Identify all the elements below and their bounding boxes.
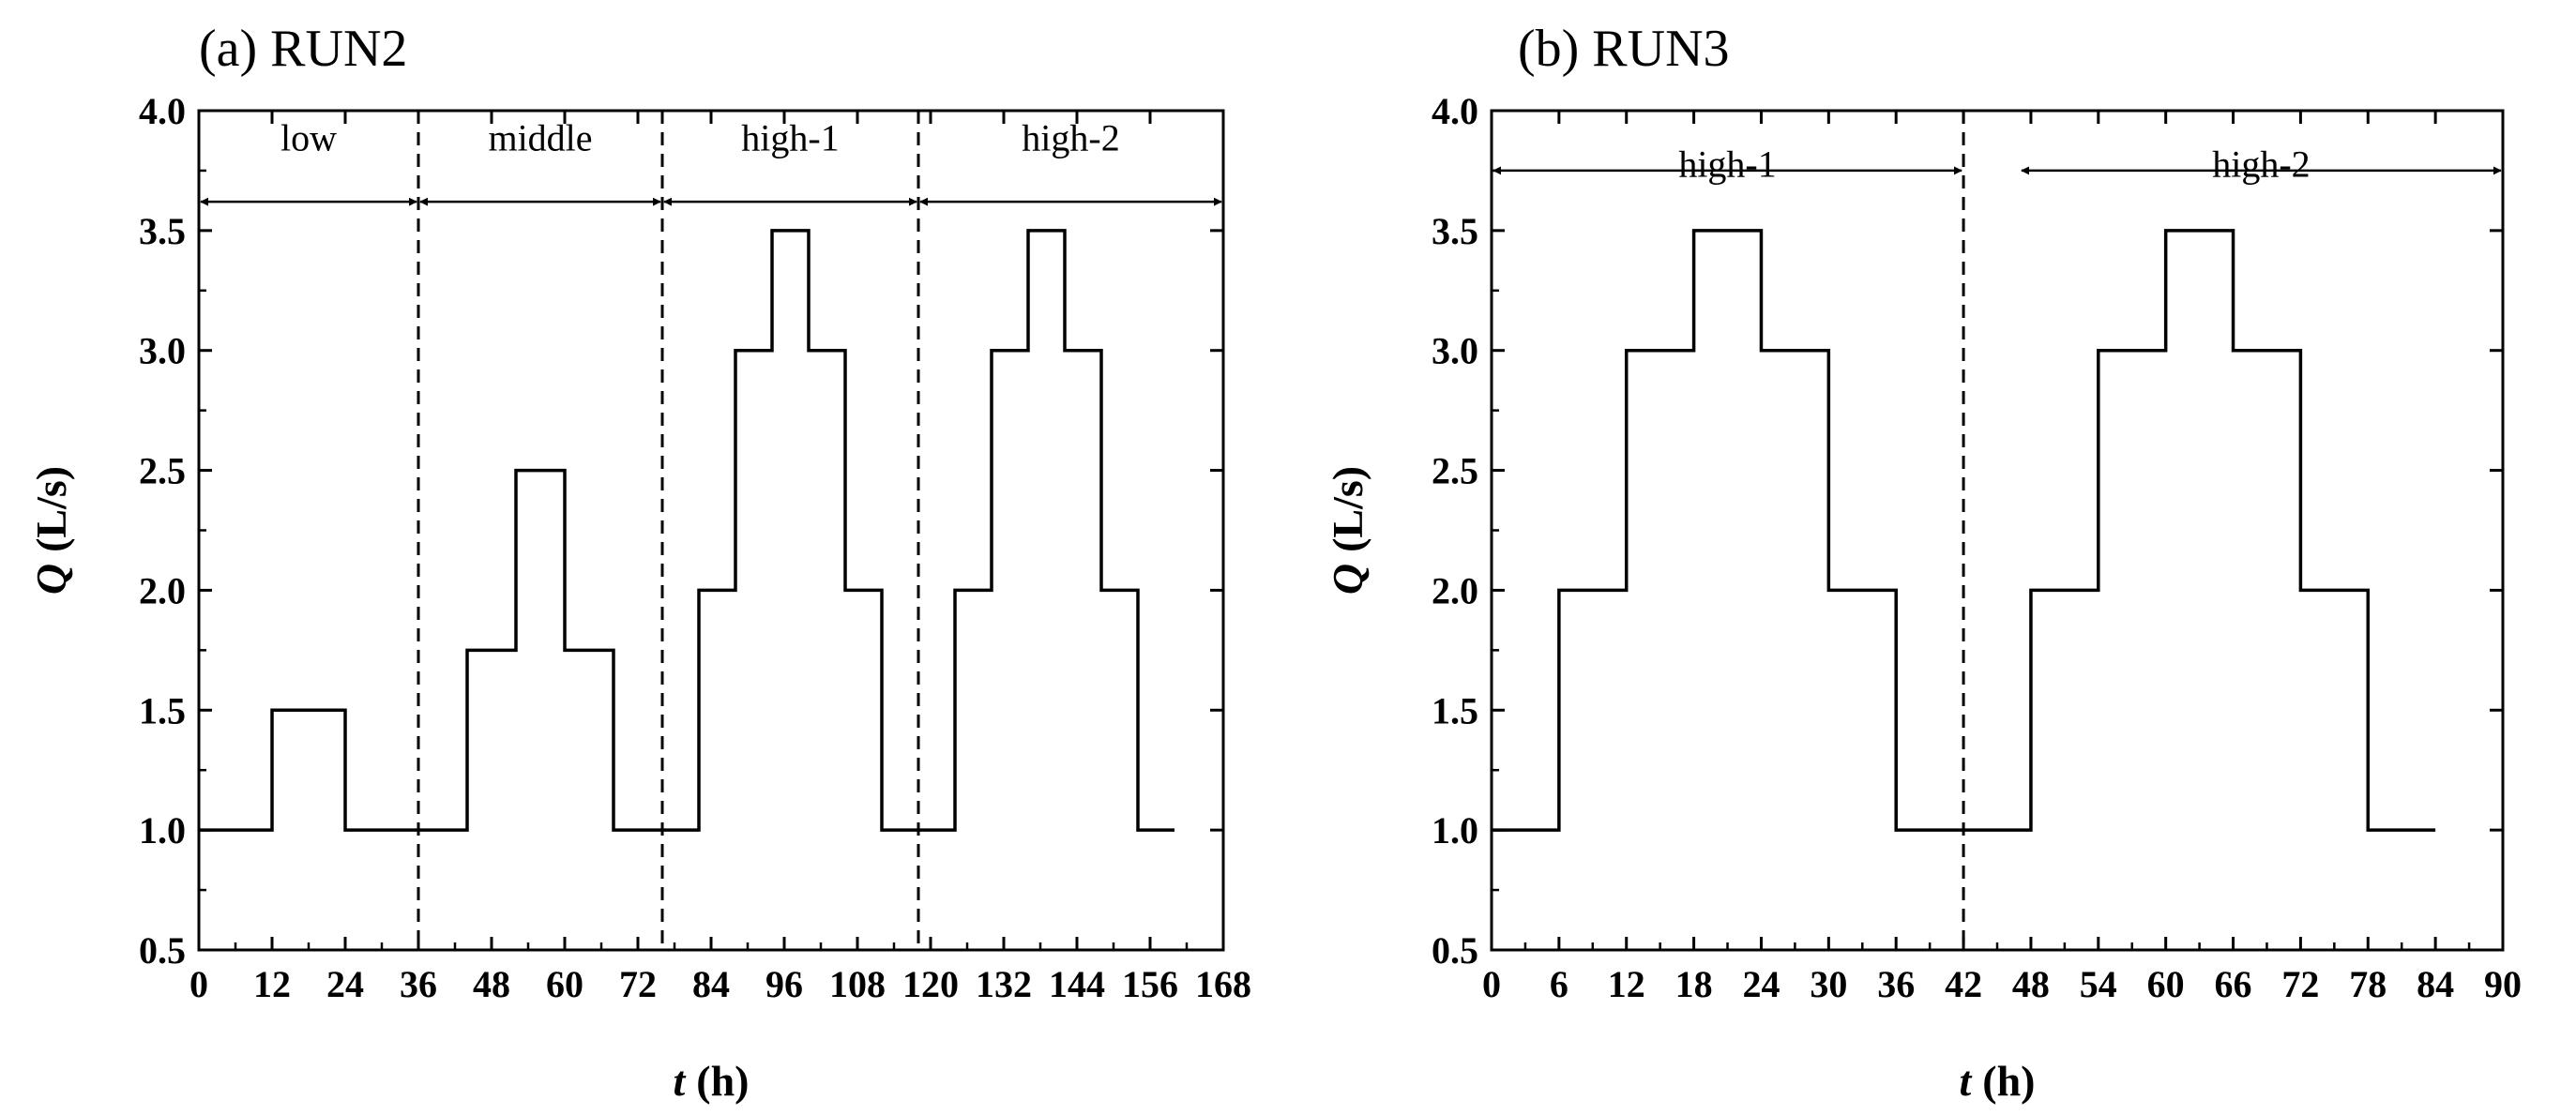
run3-y-axis-variable: Q bbox=[1324, 564, 1371, 595]
run2-x-axis-variable: t bbox=[673, 1057, 686, 1105]
run2-plot-frame bbox=[197, 109, 1225, 952]
run2-y-tick-label: 2.5 bbox=[139, 450, 186, 492]
run2-x-axis-label: t (h) bbox=[673, 1057, 749, 1105]
run2-region-label: high-1 bbox=[741, 117, 839, 159]
run2-y-tick-label: 1.0 bbox=[139, 809, 186, 851]
run2-x-tick-label: 132 bbox=[976, 963, 1032, 1005]
run3-x-tick-label: 60 bbox=[2147, 963, 2185, 1005]
run2-x-tick-label: 168 bbox=[1195, 963, 1251, 1005]
run3-x-tick-label: 48 bbox=[2012, 963, 2050, 1005]
run2-x-tick-label: 12 bbox=[253, 963, 291, 1005]
run2-x-tick-label: 48 bbox=[473, 963, 510, 1005]
run3-x-tick-label: 84 bbox=[2417, 963, 2454, 1005]
run3-x-tick-label: 78 bbox=[2349, 963, 2387, 1005]
run3-x-tick-label: 54 bbox=[2080, 963, 2117, 1005]
run2-x-tick-label: 60 bbox=[546, 963, 583, 1005]
run2-discharge-step-line bbox=[199, 229, 1174, 832]
run3-x-tick-label: 36 bbox=[1877, 963, 1915, 1005]
run3-x-tick-label: 30 bbox=[1810, 963, 1847, 1005]
run3-region-label: high-2 bbox=[2212, 143, 2310, 186]
run2-y-tick-label: 4.0 bbox=[139, 90, 186, 132]
run2-x-tick-label: 84 bbox=[692, 963, 730, 1005]
run2-region-label: middle bbox=[488, 117, 592, 159]
run2-y-axis-unit: (L/s) bbox=[27, 466, 75, 552]
run2-y-axis-label: Q (L/s) bbox=[27, 466, 75, 595]
run2-y-axis-variable: Q bbox=[27, 564, 75, 595]
run2-x-tick-label: 108 bbox=[829, 963, 886, 1005]
run2-x-axis-unit: (h) bbox=[696, 1057, 749, 1105]
run2-x-tick-label: 24 bbox=[326, 963, 364, 1005]
run2-y-tick-label: 3.0 bbox=[139, 330, 186, 372]
run3-x-tick-label: 0 bbox=[1482, 963, 1501, 1005]
run3-plot-frame bbox=[1490, 109, 2505, 952]
run3-x-tick-label: 72 bbox=[2281, 963, 2319, 1005]
run2-chart-title: (a) RUN2 bbox=[199, 20, 407, 78]
run2-y-tick-label: 2.0 bbox=[139, 569, 186, 611]
run2-y-tick-label: 3.5 bbox=[139, 210, 186, 252]
run2-y-tick-label: 0.5 bbox=[139, 929, 186, 972]
run2-x-tick-label: 96 bbox=[765, 963, 803, 1005]
run3-y-tick-label: 3.0 bbox=[1432, 330, 1478, 372]
run3-x-axis-label: t (h) bbox=[1959, 1057, 2035, 1105]
run3-y-tick-label: 1.0 bbox=[1432, 809, 1478, 851]
run2-x-tick-label: 144 bbox=[1049, 963, 1105, 1005]
run2-x-tick-label: 156 bbox=[1122, 963, 1178, 1005]
run3-y-tick-label: 4.0 bbox=[1432, 90, 1478, 132]
run3-x-tick-label: 90 bbox=[2484, 963, 2522, 1005]
run2-region-label: high-2 bbox=[1022, 117, 1119, 159]
run2-x-tick-label: 0 bbox=[189, 963, 208, 1005]
run3-y-tick-label: 2.0 bbox=[1432, 569, 1478, 611]
run2-region-label: low bbox=[280, 117, 337, 159]
run2-y-tick-label: 1.5 bbox=[139, 689, 186, 731]
run3-y-tick-label: 2.5 bbox=[1432, 450, 1478, 492]
run3-x-axis-unit: (h) bbox=[1982, 1057, 2035, 1105]
run3-x-axis-variable: t bbox=[1959, 1057, 1972, 1105]
run3-region-label: high-1 bbox=[1678, 143, 1776, 186]
run3-x-tick-label: 18 bbox=[1675, 963, 1713, 1005]
run3-y-tick-label: 1.5 bbox=[1432, 689, 1478, 731]
run3-x-tick-label: 66 bbox=[2215, 963, 2252, 1005]
run3-x-tick-label: 12 bbox=[1608, 963, 1645, 1005]
panel-run2: (a) RUN2 0 12 24 36 48 60 72 84 96 108 120 132 144 156… bbox=[27, 20, 1251, 1105]
run3-x-tick-label: 24 bbox=[1742, 963, 1780, 1005]
run3-x-tick-label: 6 bbox=[1550, 963, 1568, 1005]
run2-x-tick-label: 72 bbox=[619, 963, 657, 1005]
run3-y-axis-unit: (L/s) bbox=[1324, 466, 1371, 552]
panel-run3: (b) RUN3 0 6 12 18 24 30 36 42 48 54 60 66 72 78 84 90 0.… bbox=[1324, 20, 2522, 1105]
run2-x-tick-label: 36 bbox=[400, 963, 437, 1005]
run3-y-axis-label: Q (L/s) bbox=[1324, 466, 1371, 595]
run3-chart-title: (b) RUN3 bbox=[1518, 20, 1730, 78]
run2-x-tick-label: 120 bbox=[902, 963, 959, 1005]
run3-x-tick-label: 42 bbox=[1945, 963, 1982, 1005]
run3-y-tick-label: 3.5 bbox=[1432, 210, 1478, 252]
run3-y-tick-label: 0.5 bbox=[1432, 929, 1478, 972]
